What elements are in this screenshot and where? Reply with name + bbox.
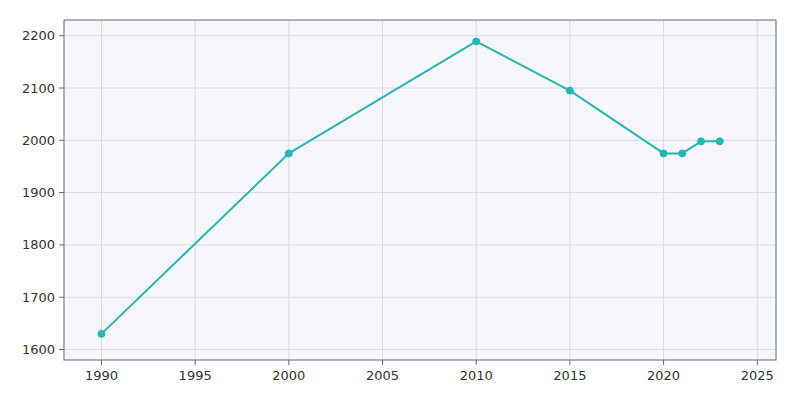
- x-grid-line: [663, 20, 664, 360]
- x-grid-line: [757, 20, 758, 360]
- point: [98, 330, 105, 337]
- tick-labels: 1990 1995 2000 2005 2010 2015 2020 2025 1600 1700…: [22, 28, 774, 383]
- point: [566, 87, 573, 94]
- grid: [64, 20, 776, 360]
- y-tick-label: 2200: [22, 28, 55, 43]
- x-tick-label: 2010: [460, 368, 493, 383]
- x-grid-line: [476, 20, 477, 360]
- y-grid-line: [64, 244, 776, 245]
- y-grid-line: [64, 88, 776, 89]
- y-tick-label: 1600: [22, 342, 55, 357]
- x-tick: [288, 360, 289, 365]
- y-tick: [59, 192, 64, 193]
- chart-container: 1990 1995 2000 2005 2010 2015 2020 2025 1600 1700…: [0, 0, 800, 400]
- y-tick-label: 2100: [22, 81, 55, 96]
- x-tick-label: 2000: [272, 368, 305, 383]
- y-grid-line: [64, 35, 776, 36]
- y-grid-line: [64, 192, 776, 193]
- x-grid-line: [195, 20, 196, 360]
- y-grid-line: [64, 140, 776, 141]
- point: [679, 150, 686, 157]
- plot-background: [64, 20, 776, 360]
- point: [285, 150, 292, 157]
- x-tick-label: 2015: [553, 368, 586, 383]
- line: [101, 41, 719, 333]
- point: [698, 138, 705, 145]
- x-tick-label: 2005: [366, 368, 399, 383]
- y-tick: [59, 297, 64, 298]
- y-tick-label: 1700: [22, 290, 55, 305]
- x-tick: [663, 360, 664, 365]
- chart-svg: 1990 1995 2000 2005 2010 2015 2020 2025 1600 1700…: [0, 0, 800, 400]
- x-tick: [476, 360, 477, 365]
- y-tick: [59, 35, 64, 36]
- plot-frame: [64, 20, 776, 360]
- point: [660, 150, 667, 157]
- y-tick: [59, 349, 64, 350]
- y-tick: [59, 140, 64, 141]
- x-tick: [382, 360, 383, 365]
- y-tick-label: 2000: [22, 133, 55, 148]
- y-grid-line: [64, 349, 776, 350]
- x-grid-line: [288, 20, 289, 360]
- x-tick: [757, 360, 758, 365]
- point: [716, 138, 723, 145]
- point: [473, 38, 480, 45]
- x-tick-label: 1990: [85, 368, 118, 383]
- series: [98, 38, 723, 337]
- x-grid-line: [569, 20, 570, 360]
- x-tick-label: 1995: [179, 368, 212, 383]
- y-tick: [59, 88, 64, 89]
- y-tick-label: 1900: [22, 185, 55, 200]
- x-grid-line: [101, 20, 102, 360]
- y-grid-line: [64, 297, 776, 298]
- x-tick: [101, 360, 102, 365]
- x-tick: [195, 360, 196, 365]
- x-grid-line: [382, 20, 383, 360]
- x-tick: [569, 360, 570, 365]
- y-tick-label: 1800: [22, 237, 55, 252]
- x-tick-label: 2025: [741, 368, 774, 383]
- y-tick: [59, 244, 64, 245]
- x-tick-label: 2020: [647, 368, 680, 383]
